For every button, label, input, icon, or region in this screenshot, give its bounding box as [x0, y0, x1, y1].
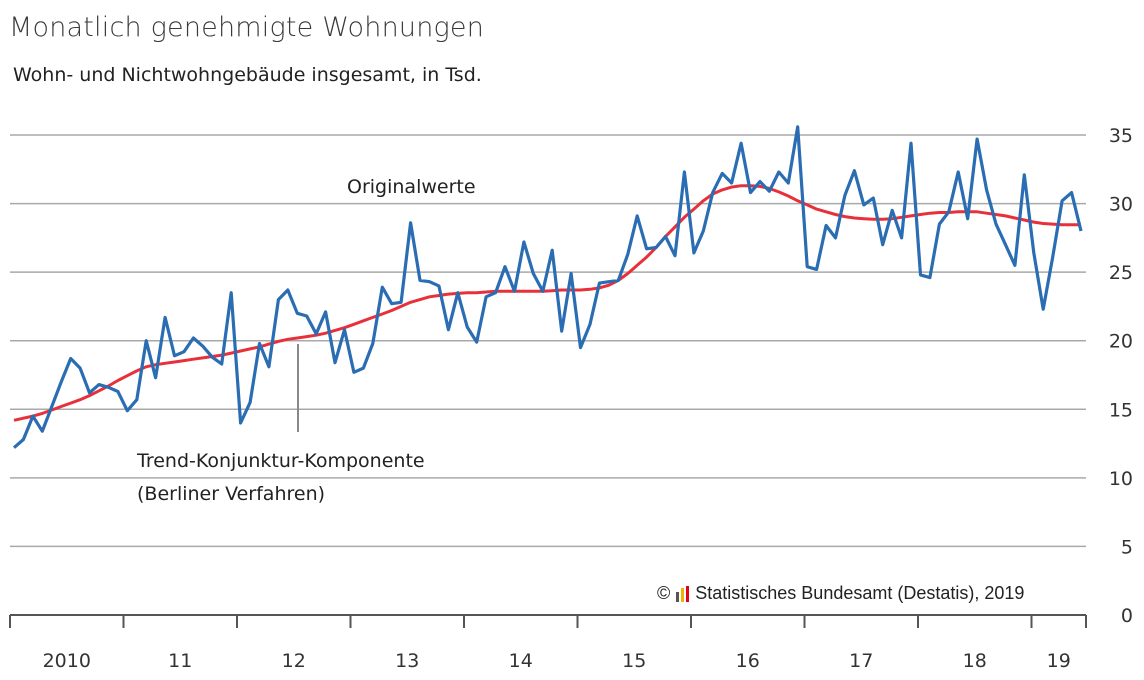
grid-lines: [10, 134, 1086, 548]
series-lines: [12, 125, 1083, 449]
x-tick-label: 18: [963, 650, 987, 672]
series-label-trend-line2: (Berliner Verfahren): [137, 483, 325, 505]
annotations: Originalwerte Trend-Konjunktur-Komponent…: [136, 176, 476, 505]
chart-title: Monatlich genehmigte Wohnungen: [9, 12, 485, 43]
copyright-symbol: ©: [657, 583, 671, 603]
x-tick-label: 19: [1047, 650, 1071, 672]
series-label-original: Originalwerte: [347, 176, 476, 198]
x-tick-label: 13: [395, 650, 419, 672]
x-tick-label: 16: [736, 650, 760, 672]
y-tick-label: 25: [1109, 262, 1133, 284]
y-tick-label: 20: [1109, 331, 1133, 353]
y-tick-label: 35: [1109, 125, 1133, 147]
x-tick-label: 12: [282, 650, 306, 672]
series-line-trend: [13, 184, 1081, 422]
source-note: © Statistisches Bundesamt (Destatis), 20…: [657, 583, 1024, 604]
x-axis: 2010 11 12 13 14 15 16 17 18 19: [9, 614, 1087, 672]
x-tick-label: 17: [849, 650, 873, 672]
series-label-trend-line1: Trend-Konjunktur-Komponente: [136, 450, 425, 472]
y-tick-label: 5: [1121, 536, 1133, 558]
series-line-original: [12, 125, 1083, 449]
x-tick-label: 14: [509, 650, 533, 672]
y-tick-label: 0: [1121, 605, 1133, 627]
y-tick-label: 30: [1109, 194, 1133, 216]
chart-subtitle: Wohn- und Nichtwohngebäude insgesamt, in…: [13, 64, 482, 86]
x-tick-label: 2010: [43, 650, 91, 672]
y-axis-ticks: 0 5 10 15 20 25 30 35: [1109, 125, 1133, 627]
destatis-logo-icon: [676, 585, 690, 602]
y-tick-label: 10: [1109, 468, 1133, 490]
x-tick-label: 11: [168, 650, 192, 672]
x-tick-label: 15: [622, 650, 646, 672]
y-tick-label: 15: [1109, 399, 1133, 421]
source-text: Statistisches Bundesamt (Destatis), 2019: [695, 583, 1025, 603]
